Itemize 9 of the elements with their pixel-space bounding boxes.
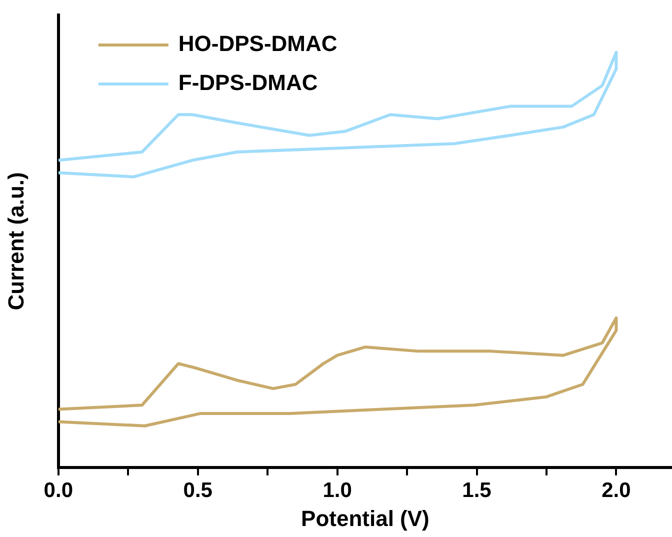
legend-label: HO-DPS-DMAC [178,31,338,56]
x-tick-label: 1.5 [462,478,492,502]
y-axis-title: Current (a.u.) [3,172,28,310]
x-tick-label: 0.0 [44,478,73,502]
legend-label: F-DPS-DMAC [178,70,318,96]
x-tick-label: 2.0 [602,478,631,502]
x-tick-label: 1.0 [322,478,352,502]
x-axis-title: Potential (V) [301,506,430,531]
x-tick-label: 0.5 [183,478,213,502]
